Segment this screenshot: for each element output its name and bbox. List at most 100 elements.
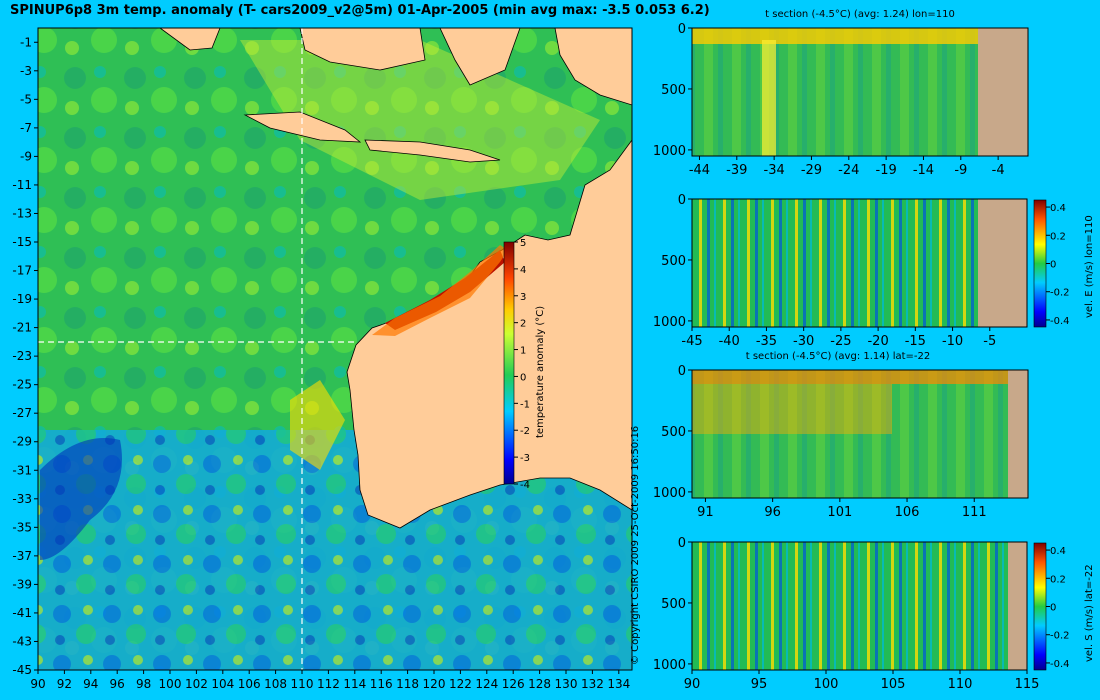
map-y-tick-label: -27 [12, 406, 32, 420]
vel-section-lon-x-tick-label: -35 [756, 334, 777, 349]
map-warm-anomaly-leeuwin [290, 380, 345, 470]
vel-section-lon-x-tick-label: -40 [719, 334, 740, 349]
map-y-tick-label: -3 [20, 64, 32, 78]
t-section-lon-x-tick-label: -4 [992, 163, 1005, 178]
map-x-tick-label: 118 [396, 677, 419, 691]
vel-section-lon-colorbar-tick-label: 0.2 [1050, 231, 1066, 242]
vel-section-lon-y-tick-label: 1000 [653, 315, 686, 330]
map-colorbar-tick-label: 0 [520, 372, 526, 383]
vel-section-lat-colorbar-tick-label: 0.4 [1050, 546, 1066, 557]
t-section-lat-x-axis: 91 96 101 106 111 [697, 498, 987, 520]
vel-section-lat-land [1008, 542, 1027, 670]
map-y-axis: -1 -3 -5 -7 -9 -11 -13 -15 -17 -19 -21 -23 -25 -27 -29… [12, 35, 38, 677]
map-x-tick-label: 114 [343, 677, 366, 691]
main-title: SPINUP6p8 3m temp. anomaly (T- cars2009_… [10, 3, 710, 18]
t-section-lon-panel: t section (-4.5°C) (avg: 1.24) lon=110 0… [653, 9, 1029, 178]
map-x-tick-label: 120 [423, 677, 446, 691]
vel-section-lat-colorbar-tick-label: -0.4 [1050, 659, 1070, 670]
vel-section-lon-colorbar-label: vel. E (m/s) lon=110 [1084, 215, 1095, 318]
vel-section-lat-x-tick-label: 95 [751, 677, 768, 692]
t-section-lat-body [692, 370, 1008, 498]
vel-section-lat-colorbar-tick-label: 0.2 [1050, 574, 1066, 585]
map-warm-anomaly-north [240, 40, 600, 200]
map-x-tick-label: 90 [30, 677, 45, 691]
vel-section-lon-x-tick-label: -10 [942, 334, 963, 349]
t-section-lat-warm-upper [692, 384, 892, 434]
map-y-tick-label: -11 [12, 178, 32, 192]
map-x-tick-label: 106 [238, 677, 261, 691]
vel-section-lon-colorbar-tick-label: 0 [1050, 260, 1056, 271]
map-y-tick-label: -43 [12, 634, 32, 648]
t-section-lon-title: t section (-4.5°C) (avg: 1.24) lon=110 [765, 9, 955, 20]
map-x-tick-label: 110 [291, 677, 314, 691]
t-section-lon-x-tick-label: -39 [726, 163, 747, 178]
map-y-tick-label: -41 [12, 606, 32, 620]
map-x-tick-label: 94 [83, 677, 98, 691]
vel-section-lon-x-tick-label: -15 [905, 334, 926, 349]
map-x-tick-label: 102 [185, 677, 208, 691]
map-x-tick-label: 92 [57, 677, 72, 691]
map-x-tick-label: 122 [449, 677, 472, 691]
vel-section-lat-x-tick-label: 100 [814, 677, 839, 692]
map-x-tick-label: 98 [136, 677, 151, 691]
map-x-tick-label: 126 [502, 677, 525, 691]
vel-section-lat-colorbar-ticks: 0.4 0.2 0 -0.2 -0.4 [1046, 546, 1070, 670]
vel-section-lat-y-tick-label: 1000 [653, 658, 686, 673]
map-x-axis: 90 92 94 96 98 100 102 104 106 108 110 112 114 116 118… [30, 670, 630, 691]
vel-section-lon-land [978, 199, 1027, 327]
map-colorbar: 5 4 3 2 1 0 -1 -2 -3 -4 temperature anomaly (°C) [503, 238, 546, 491]
t-section-lon-x-tick-label: -34 [764, 163, 785, 178]
map-frame [37, 27, 633, 671]
t-section-lon-frame [691, 27, 1029, 157]
map-x-tick-label: 104 [211, 677, 234, 691]
copyright-notice: © Copyright CSIRO 2009 25-Oct-2009 16:50… [630, 425, 641, 665]
java-land [243, 111, 362, 143]
vel-section-lon-y-tick-label: 0 [678, 193, 686, 208]
vel-section-lon-x-tick-label: -20 [867, 334, 888, 349]
map-colorbar-tick-label: -2 [520, 426, 530, 437]
t-section-lat-title: t section (-4.5°C) (avg: 1.14) lat=-22 [746, 351, 931, 362]
vel-section-lat-y-axis: 0 500 1000 [653, 536, 692, 673]
t-section-lat-x-tick-label: 111 [962, 505, 987, 520]
t-section-lon-warm-column [762, 40, 776, 156]
vel-section-lon-colorbar-tick-label: 0.4 [1050, 203, 1066, 214]
map-x-tick-label: 108 [264, 677, 287, 691]
vel-section-lon-x-tick-label: -5 [983, 334, 996, 349]
map-y-tick-label: -17 [12, 264, 32, 278]
t-section-lat-x-tick-label: 101 [827, 505, 852, 520]
vel-section-lat-frame [691, 541, 1028, 671]
map-y-tick-label: -9 [20, 149, 32, 163]
map-x-tick-label: 100 [159, 677, 182, 691]
t-section-lat-y-tick-label: 0 [678, 364, 686, 379]
vel-section-lon-colorbar [1033, 199, 1047, 328]
vel-section-lon-colorbar-ticks: 0.4 0.2 0 -0.2 -0.4 [1046, 203, 1070, 327]
t-section-lon-y-tick-label: 0 [678, 22, 686, 37]
map-y-tick-label: -19 [12, 292, 32, 306]
vel-section-lon-x-tick-label: -25 [830, 334, 851, 349]
t-section-lon-y-tick-label: 1000 [653, 144, 686, 159]
t-section-lon-land [978, 28, 1028, 156]
map-x-tick-label: 96 [110, 677, 125, 691]
vel-section-lat-colorbar-label: vel. S (m/s) lat=-22 [1084, 564, 1095, 662]
t-section-lat-frame [691, 369, 1029, 499]
vel-section-lon-frame [691, 198, 1028, 328]
t-section-lat-warm-surface [692, 370, 1008, 384]
map-y-tick-label: -23 [12, 349, 32, 363]
map-colorbar-tick-label: 1 [520, 346, 526, 357]
warm-coastal-fringe [372, 245, 508, 336]
vel-section-lat-x-tick-label: 110 [948, 677, 973, 692]
map-cold-anomaly-west [40, 438, 122, 560]
map-x-tick-label: 112 [317, 677, 340, 691]
t-section-lat-y-tick-label: 1000 [653, 486, 686, 501]
map-y-tick-label: -15 [12, 235, 32, 249]
map-y-tick-label: -1 [20, 35, 32, 49]
map-y-tick-label: -25 [12, 378, 32, 392]
map-y-tick-label: -39 [12, 577, 32, 591]
map-x-tick-label: 128 [528, 677, 551, 691]
map-y-tick-label: -33 [12, 492, 32, 506]
t-section-lon-x-tick-label: -24 [838, 163, 859, 178]
vel-section-lon-body [692, 199, 978, 327]
vel-section-lat-colorbar-tick-label: -0.2 [1050, 631, 1070, 642]
map-panel: -1-3-5-7-9-11-13-15-17-19-21-23-25-27-29… [12, 27, 633, 691]
